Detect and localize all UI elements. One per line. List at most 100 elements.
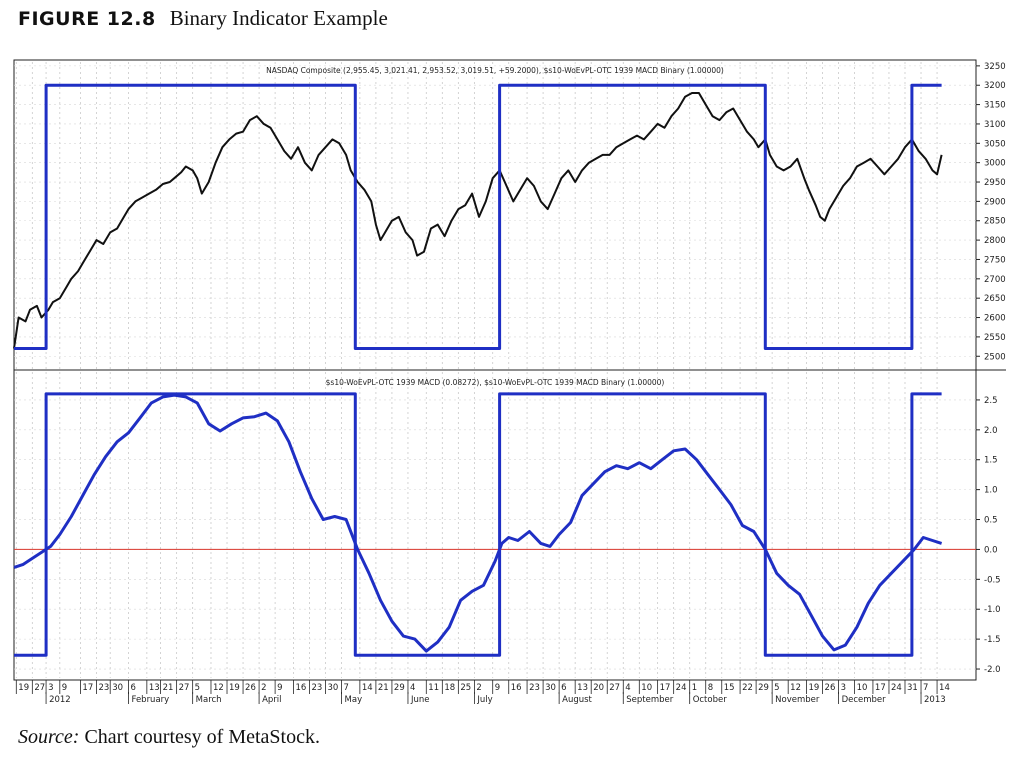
x-tick-label: 21 bbox=[378, 683, 389, 693]
y-tick-label: 2950 bbox=[984, 178, 1006, 188]
chart-area: 2500 2550 2600 2650 2700 2750 2800 2850 2900 2950… bbox=[0, 58, 1024, 708]
y-tick-label: 2600 bbox=[984, 314, 1006, 324]
y-tick-label: 3100 bbox=[984, 120, 1006, 130]
x-tick-label: 19 bbox=[809, 683, 820, 693]
y-tick-label: -0.5 bbox=[984, 575, 1001, 585]
x-tick-label: 5 bbox=[195, 683, 200, 693]
y-tick-label: 2700 bbox=[984, 275, 1006, 285]
y-tick-label: 0.5 bbox=[984, 516, 998, 526]
y-tick-label: 2.5 bbox=[984, 396, 998, 406]
month-label: December bbox=[842, 695, 887, 705]
x-tick-label: 9 bbox=[62, 683, 67, 693]
x-tick-label: 23 bbox=[529, 683, 540, 693]
x-tick-label: 23 bbox=[311, 683, 322, 693]
month-label: May bbox=[345, 695, 363, 705]
x-tick-label: 3 bbox=[48, 683, 53, 693]
x-tick-label: 15 bbox=[724, 683, 735, 693]
x-tick-label: 23 bbox=[98, 683, 109, 693]
binary-line bbox=[14, 392, 942, 657]
y-tick-label: 2850 bbox=[984, 217, 1006, 227]
y-tick-label: 3050 bbox=[984, 139, 1006, 149]
y-tick-label: -2.0 bbox=[984, 665, 1001, 675]
month-label: February bbox=[132, 695, 170, 705]
x-tick-label: 21 bbox=[163, 683, 174, 693]
x-tick-label: 13 bbox=[577, 683, 588, 693]
y-tick-label: 3150 bbox=[984, 101, 1006, 111]
x-tick-label: 30 bbox=[112, 683, 123, 693]
figure-number: FIGURE 12.8 bbox=[18, 8, 156, 30]
x-tick-label: 14 bbox=[939, 683, 950, 693]
x-tick-label: 5 bbox=[774, 683, 779, 693]
x-tick-label: 6 bbox=[561, 683, 566, 693]
x-tick-label: 12 bbox=[213, 683, 224, 693]
x-tick-label: 30 bbox=[545, 683, 556, 693]
month-label: November bbox=[775, 695, 820, 705]
month-label: April bbox=[262, 695, 281, 705]
month-label: August bbox=[562, 695, 592, 705]
y-tick-label: 2650 bbox=[984, 294, 1006, 304]
x-tick-label: 26 bbox=[245, 683, 256, 693]
x-tick-label: 9 bbox=[495, 683, 500, 693]
source-label: Source: bbox=[18, 726, 80, 748]
month-label: 2013 bbox=[924, 695, 946, 705]
x-tick-label: 2 bbox=[476, 683, 481, 693]
x-tick-label: 16 bbox=[511, 683, 522, 693]
x-tick-label: 19 bbox=[229, 683, 240, 693]
month-label: July bbox=[476, 695, 492, 705]
month-label: September bbox=[626, 695, 673, 705]
macd-line bbox=[13, 393, 943, 653]
month-label: October bbox=[693, 695, 728, 705]
x-tick-label: 7 bbox=[923, 683, 928, 693]
x-tick-label: 3 bbox=[841, 683, 846, 693]
y-tick-label: 2750 bbox=[984, 255, 1006, 265]
x-tick-label: 1 bbox=[692, 683, 697, 693]
x-tick-label: 9 bbox=[277, 683, 282, 693]
x-tick-label: 4 bbox=[410, 683, 415, 693]
x-tick-label: 19 bbox=[18, 683, 29, 693]
x-tick-label: 24 bbox=[676, 683, 687, 693]
x-tick-label: 17 bbox=[875, 683, 886, 693]
x-tick-label: 10 bbox=[641, 683, 652, 693]
y-tick-label: 2900 bbox=[984, 197, 1006, 207]
x-tick-label: 14 bbox=[362, 683, 373, 693]
x-tick-label: 22 bbox=[742, 683, 753, 693]
x-tick-label: 11 bbox=[428, 683, 439, 693]
x-tick-label: 2 bbox=[261, 683, 266, 693]
x-tick-label: 25 bbox=[460, 683, 471, 693]
x-tick-label: 10 bbox=[857, 683, 868, 693]
x-tick-label: 7 bbox=[344, 683, 349, 693]
price-line bbox=[13, 92, 943, 349]
y-tick-label: 2550 bbox=[984, 333, 1006, 343]
y-tick-label: 0.0 bbox=[984, 545, 998, 555]
y-tick-label: 3250 bbox=[984, 62, 1006, 72]
x-tick-label: 4 bbox=[625, 683, 630, 693]
y-tick-label: 3200 bbox=[984, 81, 1006, 91]
month-label: June bbox=[410, 695, 430, 705]
y-tick-label: 1.5 bbox=[984, 456, 998, 466]
x-tick-label: 30 bbox=[328, 683, 339, 693]
binary-indicator-chart: 2500255026002650270027502800285029002950… bbox=[13, 59, 1006, 705]
x-tick-label: 6 bbox=[131, 683, 136, 693]
source-note: Source: Chart courtesy of MetaStock. bbox=[18, 726, 320, 749]
figure-title: Binary Indicator Example bbox=[169, 6, 388, 30]
x-tick-label: 18 bbox=[444, 683, 455, 693]
x-tick-label: 29 bbox=[758, 683, 769, 693]
figure-heading: FIGURE 12.8 Binary Indicator Example bbox=[18, 6, 388, 36]
y-tick-label: 2.0 bbox=[984, 426, 998, 436]
y-tick-label: 2800 bbox=[984, 236, 1006, 246]
y-tick-label: 1.0 bbox=[984, 486, 998, 496]
y-tick-label: 2500 bbox=[984, 352, 1006, 362]
x-tick-label: 13 bbox=[149, 683, 160, 693]
panel-title: NASDAQ Composite (2,955.45, 3,021.41, 2,… bbox=[266, 66, 724, 75]
x-tick-label: 12 bbox=[790, 683, 801, 693]
x-tick-label: 20 bbox=[593, 683, 604, 693]
month-label: 2012 bbox=[49, 695, 71, 705]
x-tick-label: 24 bbox=[891, 683, 902, 693]
x-tick-label: 31 bbox=[907, 683, 918, 693]
x-tick-label: 29 bbox=[394, 683, 405, 693]
x-tick-label: 26 bbox=[825, 683, 836, 693]
x-tick-label: 27 bbox=[609, 683, 620, 693]
x-tick-label: 17 bbox=[660, 683, 671, 693]
y-tick-label: 3000 bbox=[984, 159, 1006, 169]
x-tick-label: 8 bbox=[708, 683, 713, 693]
